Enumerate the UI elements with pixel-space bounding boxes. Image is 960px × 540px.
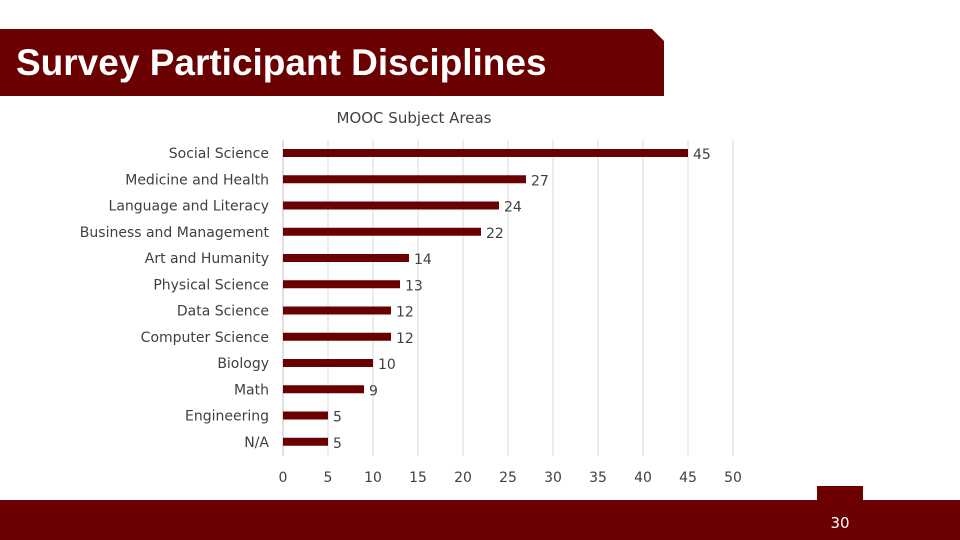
- x-tick-label: 10: [364, 470, 382, 486]
- category-label: Language and Literacy: [109, 199, 269, 215]
- x-axis-ticks: 0 5 10 15 20 25 30 35 40 45 50: [279, 470, 742, 486]
- x-tick-label: 25: [499, 470, 517, 486]
- category-label: Computer Science: [141, 330, 269, 346]
- slide-title: Survey Participant Disciplines: [16, 42, 547, 83]
- x-tick-label: 45: [679, 470, 697, 486]
- x-tick-label: 35: [589, 470, 607, 486]
- x-tick-label: 0: [279, 470, 288, 486]
- x-tick-label: 30: [544, 470, 562, 486]
- bar: [283, 227, 481, 236]
- bar: [283, 411, 328, 420]
- data-label: 5: [333, 410, 342, 426]
- bar: [283, 254, 409, 262]
- data-label: 10: [378, 357, 396, 373]
- category-label: Biology: [217, 356, 269, 372]
- x-tick-label: 5: [324, 470, 333, 486]
- data-label: 9: [369, 383, 378, 399]
- data-label: 13: [405, 278, 423, 294]
- data-label: 5: [333, 436, 342, 452]
- data-label: 45: [693, 147, 711, 163]
- bar-chart: MOOC Subject Areas Social Science Medicin…: [80, 109, 742, 486]
- x-tick-label: 15: [409, 470, 427, 486]
- category-labels: Social Science Medicine and Health Languag…: [80, 146, 270, 451]
- bar: [283, 332, 391, 341]
- chart-title: MOOC Subject Areas: [337, 109, 492, 127]
- bar: [283, 175, 526, 184]
- bar: [283, 306, 391, 315]
- bar: [283, 437, 328, 446]
- title-banner: [0, 29, 664, 96]
- footer-bar: [0, 500, 960, 540]
- category-label: Social Science: [169, 146, 269, 162]
- bar: [283, 385, 364, 394]
- category-label: Business and Management: [80, 225, 270, 241]
- bar: [283, 201, 499, 210]
- category-label: Physical Science: [153, 277, 269, 293]
- gridlines: [282, 140, 734, 456]
- category-label: Math: [234, 382, 269, 398]
- category-label: Art and Humanity: [145, 251, 269, 267]
- bars: [283, 149, 688, 446]
- bar: [283, 280, 400, 289]
- x-tick-label: 40: [634, 470, 652, 486]
- x-tick-label: 20: [454, 470, 472, 486]
- data-label: 12: [396, 305, 414, 321]
- category-label: Engineering: [185, 409, 269, 425]
- category-label: N/A: [244, 435, 269, 451]
- data-label: 12: [396, 331, 414, 347]
- bar: [283, 359, 373, 367]
- x-tick-label: 50: [724, 470, 742, 486]
- page-number-tab: [817, 486, 863, 540]
- page-number: 30: [830, 514, 850, 532]
- data-label: 27: [531, 173, 549, 189]
- data-label: 22: [486, 226, 504, 242]
- category-label: Data Science: [177, 304, 269, 320]
- data-label: 14: [414, 252, 432, 268]
- category-label: Medicine and Health: [125, 172, 269, 188]
- data-label: 24: [504, 200, 522, 216]
- bar: [283, 149, 688, 157]
